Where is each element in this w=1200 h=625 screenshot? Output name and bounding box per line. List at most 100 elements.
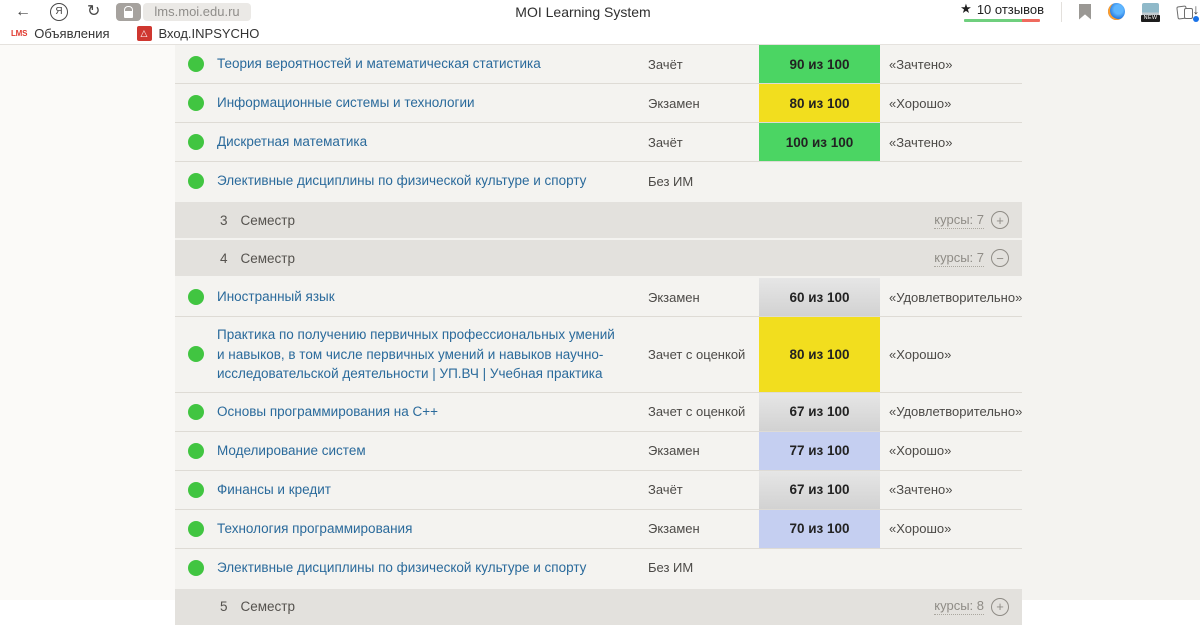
course-name-link[interactable]: Теория вероятностей и математическая ста… xyxy=(217,46,648,82)
score-badge: 80 из 100 xyxy=(759,84,880,122)
course-name-link[interactable]: Элективные дисциплины по физической куль… xyxy=(217,163,648,199)
status-dot-cell xyxy=(175,289,217,305)
course-name-link[interactable]: Дискретная математика xyxy=(217,124,648,160)
status-dot-cell xyxy=(175,173,217,189)
score-cell: 67 из 100 xyxy=(759,393,880,431)
pyramid-favicon: △ xyxy=(137,26,152,41)
refresh-icon[interactable]: ↻ xyxy=(87,4,100,20)
exam-type-label: Без ИМ xyxy=(648,174,759,189)
semester-header-row[interactable]: 5 Семестр курсы: 8 + xyxy=(175,589,1022,625)
score-cell: 67 из 100 xyxy=(759,471,880,509)
new-badge: NEW xyxy=(1141,15,1160,22)
course-row: Практика по получению первичных професси… xyxy=(175,316,1022,392)
rating-bar xyxy=(964,19,1040,22)
course-name-link[interactable]: Основы программирования на C++ xyxy=(217,394,648,430)
course-row: Элективные дисциплины по физической куль… xyxy=(175,161,1022,200)
grade-label: «Хорошо» xyxy=(880,521,1022,536)
course-name-link[interactable]: Элективные дисциплины по физической куль… xyxy=(217,550,648,586)
score-cell: 80 из 100 xyxy=(759,84,880,122)
courses-count-link[interactable]: курсы: 7 xyxy=(934,250,984,267)
courses-count-link[interactable]: курсы: 7 xyxy=(934,212,984,229)
score-cell: 90 из 100 xyxy=(759,45,880,83)
bookmarks-bar: LMS Объявления △ Вход.INPSYCHO xyxy=(0,23,1200,43)
left-gutter xyxy=(0,45,175,600)
downloads-button[interactable]: ↓ xyxy=(1187,2,1200,22)
exam-type-label: Зачёт xyxy=(648,482,759,497)
semester-header-right: курсы: 7− xyxy=(934,249,1009,267)
status-dot-icon xyxy=(188,443,204,459)
address-bar[interactable]: lms.moi.edu.ru xyxy=(116,3,250,21)
courses-count-link[interactable]: курсы: 8 xyxy=(934,598,984,615)
score-badge: 80 из 100 xyxy=(759,317,880,392)
grade-label: «Зачтено» xyxy=(880,135,1022,150)
status-dot-cell xyxy=(175,56,217,72)
star-icon: ★ xyxy=(960,1,972,17)
extension-new-icon[interactable]: NEW xyxy=(1142,3,1159,20)
course-name-link[interactable]: Технология программирования xyxy=(217,511,648,547)
yandex-icon[interactable]: Я xyxy=(50,3,68,21)
exam-type-label: Экзамен xyxy=(648,443,759,458)
score-cell: 70 из 100 xyxy=(759,510,880,548)
score-cell xyxy=(759,162,880,200)
url-text[interactable]: lms.moi.edu.ru xyxy=(143,3,250,21)
exam-type-label: Зачет с оценкой xyxy=(648,404,759,419)
course-name-link[interactable]: Информационные системы и технологии xyxy=(217,85,648,121)
score-cell: 100 из 100 xyxy=(759,123,880,161)
semester-header-right: курсы: 8 + xyxy=(934,598,1009,616)
semester-header-right: курсы: 7 + xyxy=(934,211,1009,229)
exam-type-label: Зачёт xyxy=(648,135,759,150)
expand-plus-icon[interactable]: + xyxy=(991,211,1009,229)
status-dot-icon xyxy=(188,134,204,150)
extension-browser-icon[interactable] xyxy=(1108,3,1125,20)
semester-number: 5 xyxy=(220,599,228,614)
course-name-link[interactable]: Практика по получению первичных професси… xyxy=(217,317,648,392)
course-name-link[interactable]: Иностранный язык xyxy=(217,279,648,315)
semester-label: Семестр xyxy=(241,599,296,614)
bookmark-label: Вход.INPSYCHO xyxy=(159,26,260,41)
exam-type-label: Без ИМ xyxy=(648,560,759,575)
grade-label: «Хорошо» xyxy=(880,347,1022,362)
status-dot-cell xyxy=(175,404,217,420)
lock-body xyxy=(124,11,133,18)
exam-type-label: Экзамен xyxy=(648,96,759,111)
grade-label: «Зачтено» xyxy=(880,482,1022,497)
score-badge: 60 из 100 xyxy=(759,278,880,316)
collapse-minus-icon[interactable]: − xyxy=(991,249,1009,267)
exam-type-label: Зачет с оценкой xyxy=(648,347,759,362)
grade-label: «Удовлетворительно» xyxy=(880,404,1022,419)
site-reviews-widget[interactable]: ★ 10 отзывов xyxy=(960,1,1044,22)
grade-label: «Хорошо» xyxy=(880,443,1022,458)
status-dot-icon xyxy=(188,560,204,576)
semester-number: 4 xyxy=(220,251,228,266)
semester-number: 3 xyxy=(220,213,228,228)
status-dot-icon xyxy=(188,173,204,189)
score-badge: 67 из 100 xyxy=(759,393,880,431)
status-dot-icon xyxy=(188,521,204,537)
status-dot-cell xyxy=(175,560,217,576)
toolbar-right-icons: ★ 10 отзывов NEW xyxy=(960,0,1194,23)
course-table: Теория вероятностей и математическая ста… xyxy=(175,45,1022,625)
exam-type-label: Зачёт xyxy=(648,57,759,72)
bookmark-item-inpsycho[interactable]: △ Вход.INPSYCHO xyxy=(137,26,260,41)
status-dot-icon xyxy=(188,95,204,111)
expand-plus-icon[interactable]: + xyxy=(991,598,1009,616)
bookmark-item-announcements[interactable]: LMS Объявления xyxy=(11,26,110,41)
score-cell xyxy=(759,549,880,587)
course-name-link[interactable]: Финансы и кредит xyxy=(217,472,648,508)
score-cell: 77 из 100 xyxy=(759,432,880,470)
course-name-link[interactable]: Моделирование систем xyxy=(217,433,648,469)
reviews-count-label: 10 отзывов xyxy=(977,2,1044,17)
back-icon[interactable]: ← xyxy=(15,4,31,20)
lock-icon[interactable] xyxy=(116,3,141,21)
status-dot-icon xyxy=(188,56,204,72)
browser-chrome: ← Я ↻ lms.moi.edu.ru MOI Learning System… xyxy=(0,0,1200,45)
bookmark-flag-icon[interactable] xyxy=(1079,4,1091,20)
grade-label: «Удовлетворительно» xyxy=(880,290,1022,305)
nav-icons: ← Я ↻ xyxy=(0,3,100,21)
status-dot-cell xyxy=(175,482,217,498)
